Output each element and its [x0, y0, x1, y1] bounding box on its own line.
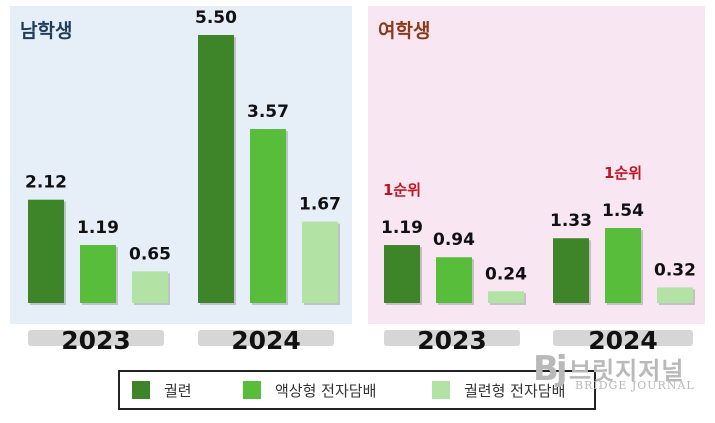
legend-item-heated: 궐련형 전자담배 [432, 372, 565, 408]
legend-label-heated: 궐련형 전자담배 [464, 381, 566, 400]
bar-female-2024-liquid [605, 228, 641, 303]
year-label-female-2023: 2023 [417, 326, 487, 355]
year-pill-female-2024 [553, 330, 693, 346]
value-label-male-2024-heated: 1.67 [299, 195, 341, 215]
watermark-english: BRIDGE JOURNAL [575, 379, 695, 392]
legend-label-cigarette: 궐련 [164, 381, 192, 400]
value-label-male-2024-cigarette: 5.50 [195, 8, 237, 28]
bar-male-2024-cigarette [198, 35, 234, 303]
legend-swatch-cigarette [132, 381, 150, 399]
bar-female-2023-liquid [436, 257, 472, 303]
rank-note-female-2024: 1순위 [604, 164, 642, 182]
year-label-female-2024: 2024 [588, 326, 658, 355]
legend-item-cigarette: 궐련 [132, 372, 192, 408]
value-label-female-2023-cigarette: 1.19 [381, 218, 423, 238]
female-students-panel: 여학생 [368, 6, 705, 324]
watermark-logo: Bj [533, 349, 568, 389]
bar-male-2023-heated [132, 271, 168, 303]
legend: 궐련 액상형 전자담배 궐련형 전자담배 [118, 370, 596, 410]
bar-male-2024-liquid [250, 129, 286, 303]
value-label-female-2024-heated: 0.32 [654, 260, 696, 280]
legend-swatch-heated [432, 381, 450, 399]
legend-swatch-liquid [243, 381, 261, 399]
bar-male-2024-heated [302, 221, 338, 303]
bar-female-2024-heated [657, 287, 693, 303]
year-label-male-2023: 2023 [61, 326, 131, 355]
bar-female-2023-cigarette [384, 245, 420, 303]
year-pill-female-2023 [384, 330, 520, 346]
bar-female-2023-heated [488, 291, 524, 303]
watermark-korean: 브릿지저널 [569, 357, 685, 385]
rank-note-female-2023: 1순위 [383, 181, 421, 199]
male-panel-title: 남학생 [20, 20, 73, 42]
watermark: Bj 브릿지저널 BRIDGE JOURNAL [533, 349, 709, 395]
bar-charts: 2.12 1.19 0.65 2023 5.50 3.57 1.67 2024 1.19 0.94… [25, 8, 696, 355]
year-pill-male-2024 [198, 330, 334, 346]
legend-label-liquid: 액상형 전자담배 [275, 381, 377, 400]
bar-male-2023-cigarette [28, 199, 64, 303]
value-label-male-2023-heated: 0.65 [129, 244, 171, 264]
legend-item-liquid: 액상형 전자담배 [243, 372, 376, 408]
year-pill-male-2023 [28, 330, 164, 346]
value-label-female-2024-liquid: 1.54 [602, 201, 644, 221]
value-label-female-2023-heated: 0.24 [485, 264, 527, 284]
value-label-male-2023-cigarette: 2.12 [25, 173, 67, 193]
male-students-panel: 남학생 [10, 6, 352, 324]
female-panel-title: 여학생 [378, 20, 431, 42]
value-label-male-2023-liquid: 1.19 [77, 218, 119, 238]
bar-female-2024-cigarette [553, 238, 589, 303]
value-label-male-2024-liquid: 3.57 [247, 102, 289, 122]
value-label-female-2023-liquid: 0.94 [433, 230, 475, 250]
value-label-female-2024-cigarette: 1.33 [550, 211, 592, 231]
year-label-male-2024: 2024 [231, 326, 301, 355]
bar-male-2023-liquid [80, 245, 116, 303]
